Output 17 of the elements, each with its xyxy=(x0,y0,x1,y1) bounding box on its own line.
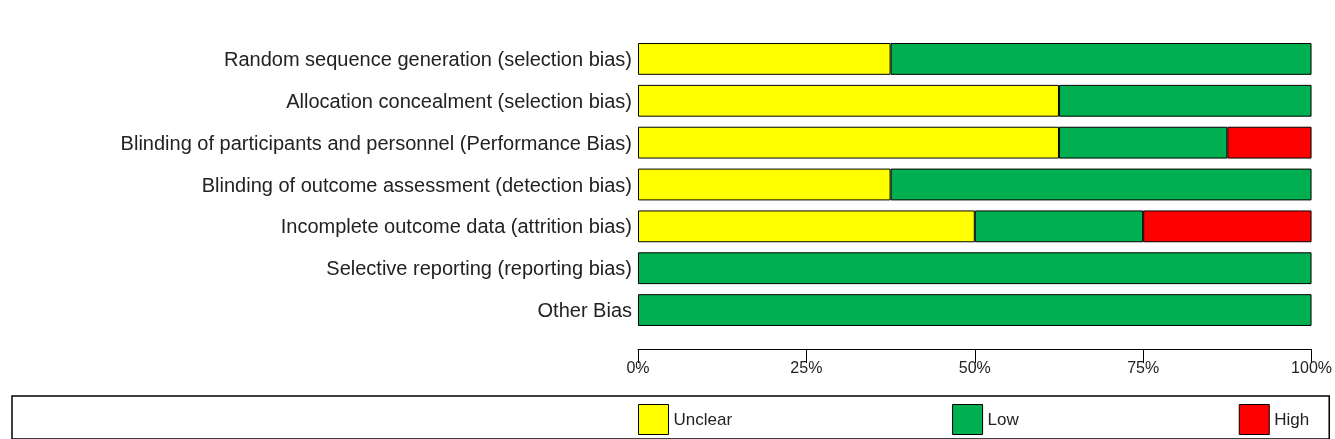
bar xyxy=(638,294,1312,326)
bar xyxy=(638,252,1312,285)
legend-label: High xyxy=(1274,410,1310,429)
y-tick-label: Incomplete outcome data (attrition bias) xyxy=(280,215,632,238)
y-tick-label: Selective reporting (reporting bias) xyxy=(326,257,632,280)
legend-label: Unclear xyxy=(673,410,733,429)
x-tick-label: 100% xyxy=(1291,358,1332,376)
y-tick-label: Allocation concealment (selection bias) xyxy=(286,89,632,112)
legend-label: Low xyxy=(987,410,1020,429)
x-tick-label: 0% xyxy=(626,358,650,376)
x-tick-label: 25% xyxy=(790,358,823,376)
y-tick-label: Other Bias xyxy=(537,299,632,322)
x-tick-label: 75% xyxy=(1127,358,1160,376)
y-tick-label: Random sequence generation (selection bias) xyxy=(223,47,632,70)
y-tick-label: Blinding of outcome assessment (detection bias) xyxy=(201,173,632,196)
x-tick-label: 50% xyxy=(958,358,991,376)
y-tick-label: Blinding of participants and personnel (Performance Bias) xyxy=(120,131,632,154)
